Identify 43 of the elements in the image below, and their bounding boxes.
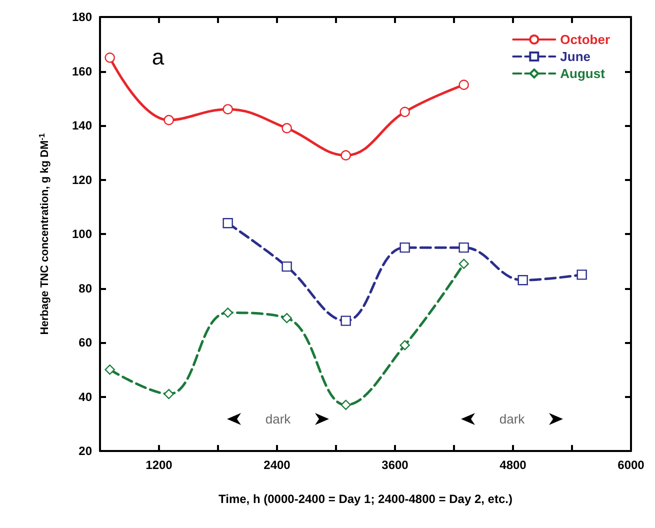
x-tick-label: 4800 [500, 458, 527, 472]
legend-label: August [560, 66, 606, 81]
point [458, 80, 469, 90]
x-tick-label: 2400 [264, 458, 291, 472]
point [282, 312, 292, 324]
point [518, 275, 528, 286]
point [282, 261, 292, 272]
legend-label: October [560, 32, 610, 47]
point [400, 242, 410, 253]
x-tick-label: 1200 [146, 458, 173, 472]
y-tick-label: 140 [72, 118, 92, 132]
point [576, 270, 587, 280]
point [458, 258, 469, 269]
point [222, 308, 233, 318]
point [400, 340, 410, 350]
point [222, 218, 233, 228]
point [340, 316, 351, 326]
point [340, 400, 351, 410]
point [282, 123, 292, 134]
y-tick-label: 180 [72, 10, 92, 24]
x-tick-label: 3600 [382, 458, 409, 472]
annotation: dark [499, 412, 526, 426]
point [104, 52, 115, 63]
annotation: a [152, 44, 165, 70]
annotation: dark [265, 412, 292, 426]
point [104, 364, 115, 375]
point [400, 106, 410, 118]
point [222, 104, 233, 114]
y-tick-label: 40 [78, 390, 92, 404]
point [340, 150, 351, 160]
y-tick-label: 20 [78, 444, 92, 458]
point [164, 114, 174, 126]
y-tick-label: 120 [72, 172, 92, 187]
y-tick-label: 100 [72, 227, 92, 241]
x-axis-title: Time, h (0000-2400 = Day 1; 2400-4800 = Day 2, etc.) [218, 492, 512, 506]
x-tick-label: 6000 [618, 458, 645, 472]
y-tick-label: 160 [72, 64, 92, 78]
point [164, 388, 174, 400]
y-tick-label: 80 [78, 281, 92, 296]
y-tick-label: 60 [78, 336, 92, 350]
y-axis-title: Herbage TNC concentration, g kg DM-1 [38, 132, 51, 335]
point [458, 242, 469, 253]
legend-label: June [560, 49, 590, 64]
